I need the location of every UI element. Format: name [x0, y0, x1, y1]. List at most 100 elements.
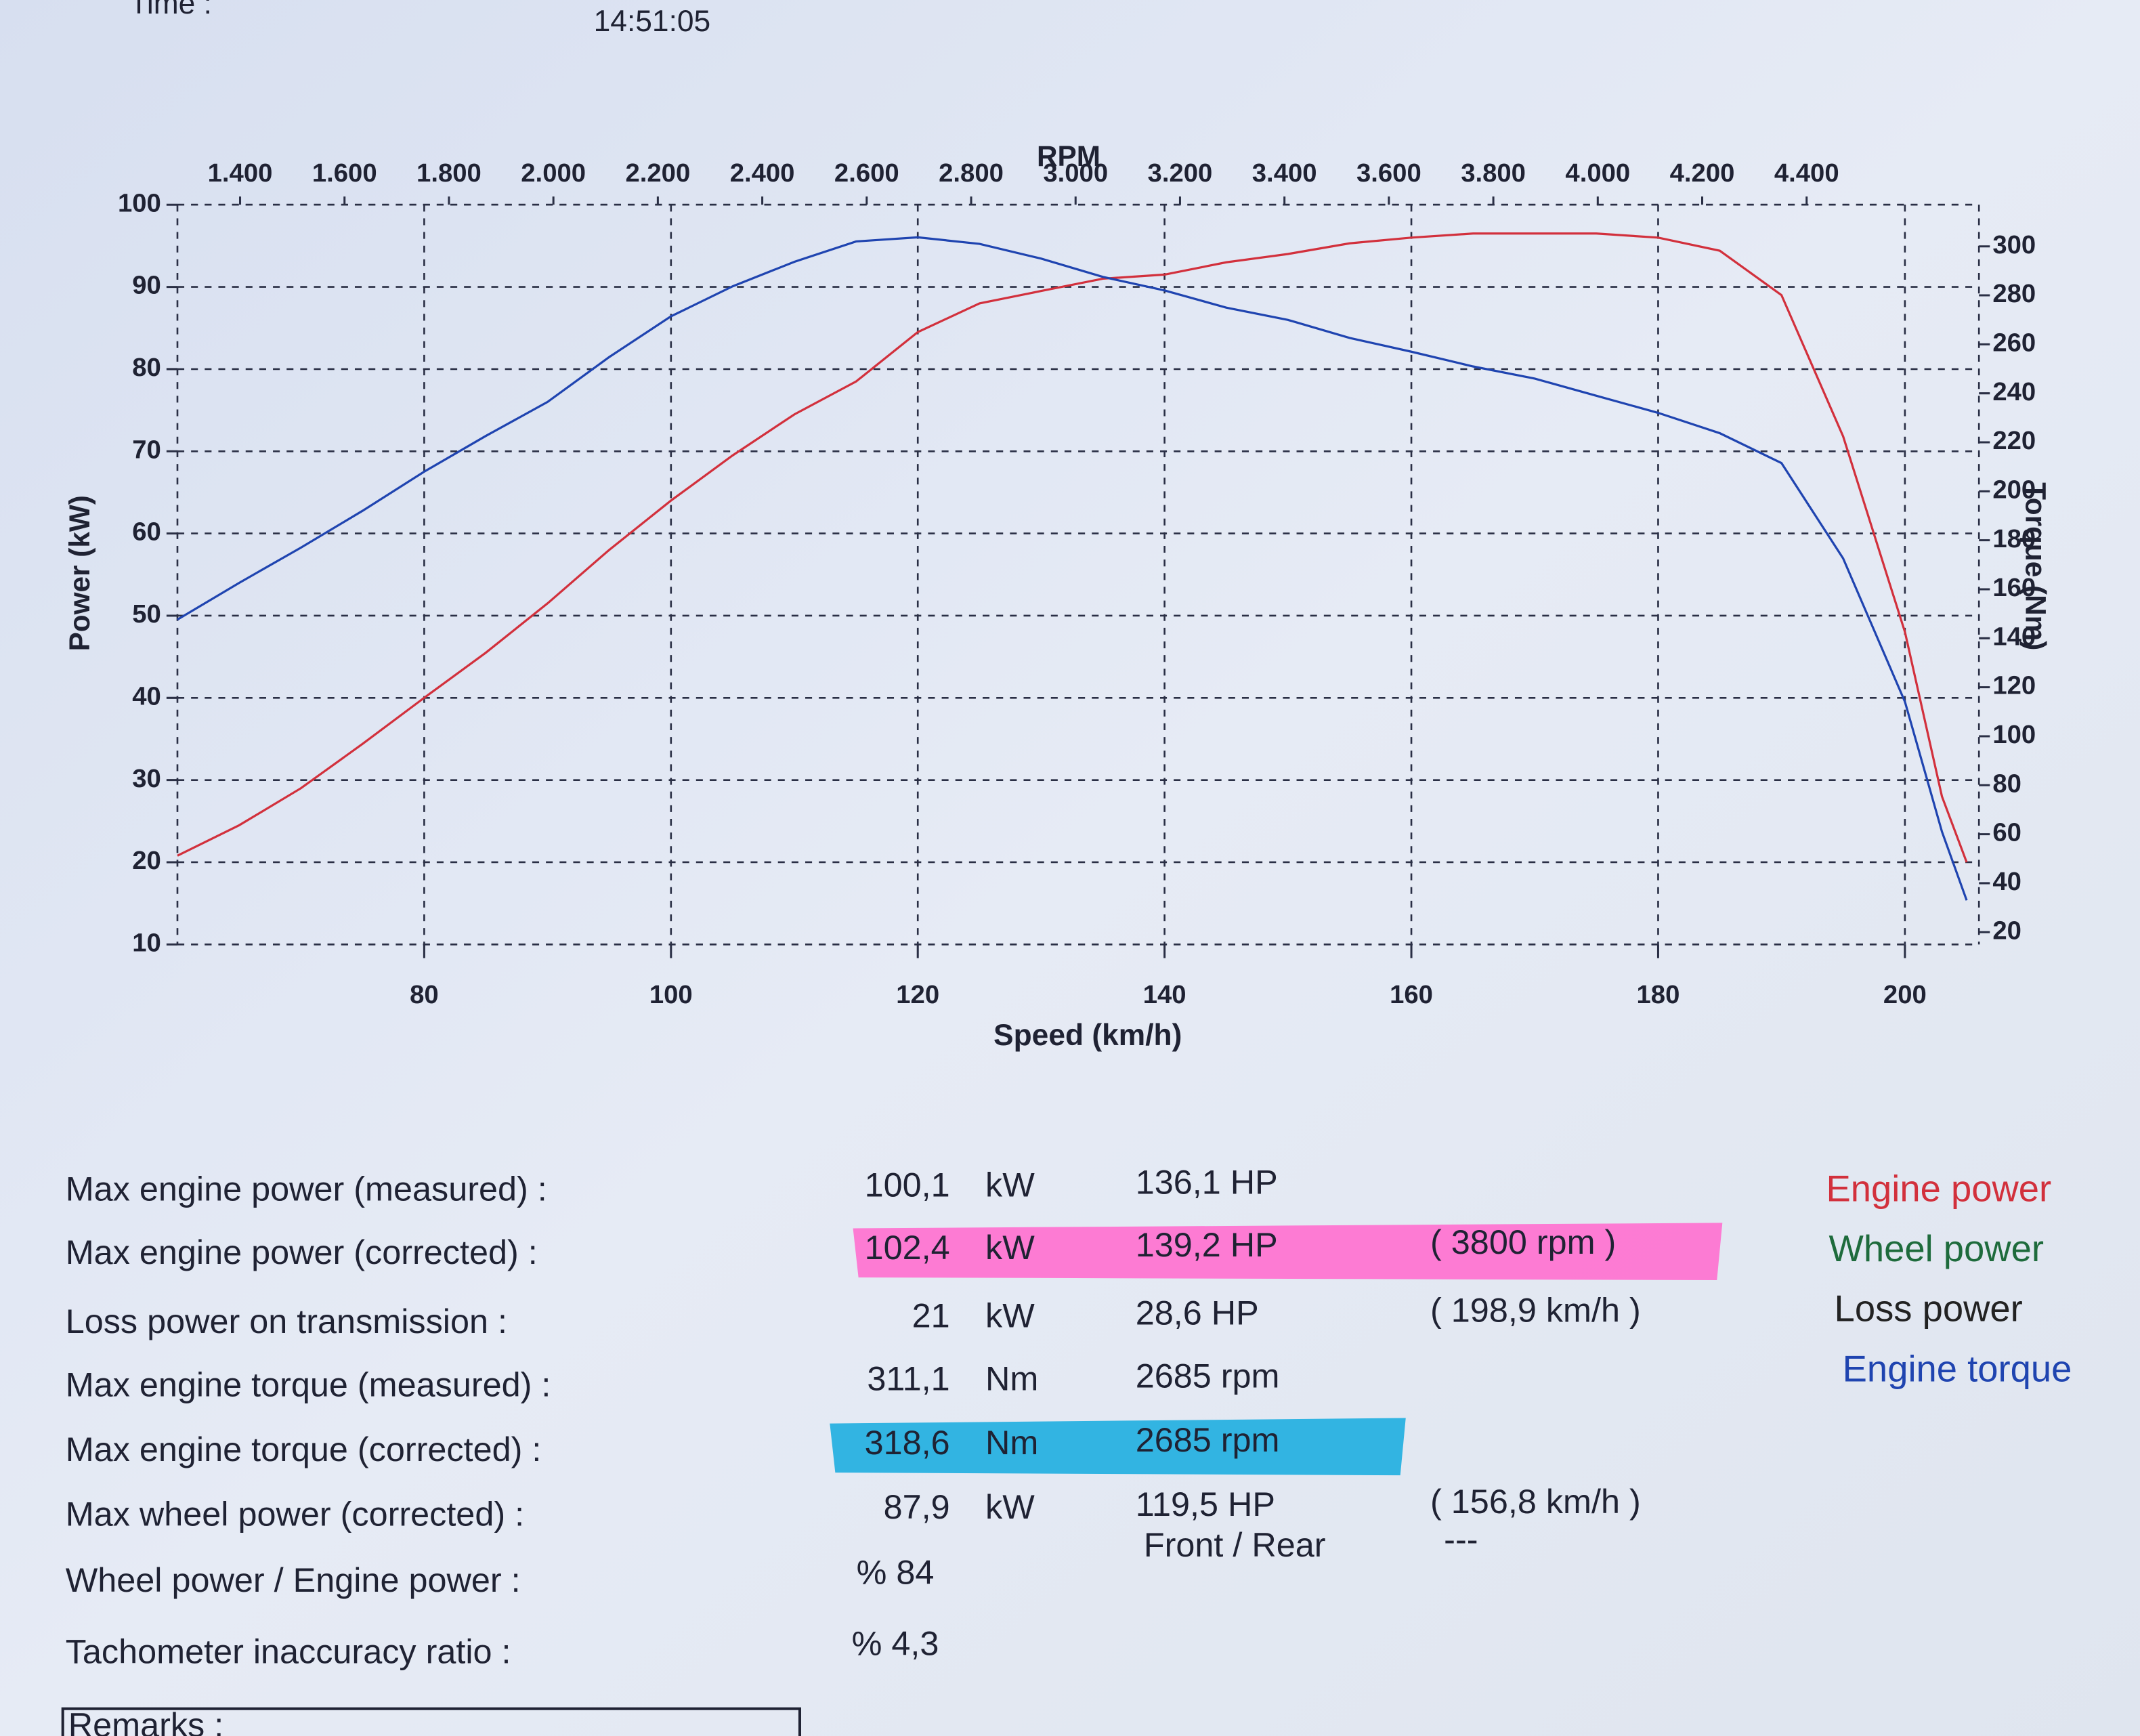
x-tick-label: 180	[1637, 980, 1680, 1009]
row-secondary: 2685 rpm	[1136, 1420, 1280, 1459]
legend-entry: Engine power	[1826, 1168, 2051, 1209]
x2-tick-label: 2.000	[521, 158, 586, 188]
x-tick-label: 120	[896, 980, 939, 1009]
row-secondary: 139,2 HP	[1136, 1225, 1278, 1264]
row-unit: kW	[985, 1165, 1035, 1204]
time-label: Time :	[129, 0, 212, 20]
y-tick-label: 60	[132, 517, 161, 547]
row-unit: Nm	[985, 1359, 1038, 1397]
row-unit: Nm	[985, 1423, 1038, 1462]
highlight	[853, 1223, 1723, 1281]
x-tick-label: 100	[649, 980, 693, 1009]
y-tick-label: 100	[118, 188, 161, 217]
x-tick-label: 160	[1390, 980, 1433, 1009]
row-note: ( 3800 rpm )	[1430, 1223, 1616, 1261]
y-axis-label: Power (kW)	[64, 495, 95, 651]
y2-axis-label: Torque (Nm)	[2020, 482, 2052, 650]
x2-tick-label: 3.600	[1356, 158, 1421, 188]
row-value: 21	[912, 1296, 950, 1335]
remarks-box	[61, 1707, 801, 1736]
y2-tick-label: 180	[1992, 524, 2036, 553]
legend-entry: Engine torque	[1843, 1348, 2072, 1389]
y-tick-label: 10	[132, 928, 161, 957]
y-tick-label: 90	[132, 271, 161, 300]
row-label: Max engine power (corrected) :	[66, 1233, 538, 1271]
x2-tick-label: 4.000	[1565, 158, 1630, 188]
x2-tick-label: 3.000	[1043, 158, 1108, 188]
row-note: ( 198,9 km/h )	[1430, 1291, 1641, 1330]
row-value: 311,1	[867, 1359, 949, 1397]
y2-tick-label: 120	[1992, 671, 2036, 700]
x2-tick-label: 2.200	[625, 158, 690, 188]
row-unit: kW	[985, 1228, 1035, 1267]
row-secondary: 136,1 HP	[1136, 1162, 1278, 1201]
row-secondary: 28,6 HP	[1136, 1294, 1259, 1332]
row-secondary: Front / Rear	[1144, 1525, 1326, 1564]
x2-axis-label: RPM	[1037, 140, 1100, 172]
x2-tick-label: 2.600	[834, 158, 899, 188]
row-label: Max engine power (measured) :	[66, 1170, 547, 1208]
highlight	[830, 1418, 1406, 1476]
row-value: % 84	[857, 1553, 935, 1592]
y2-tick-label: 200	[1992, 475, 2036, 504]
x2-tick-label: 2.800	[939, 158, 1004, 188]
row-label: Loss power on transmission :	[66, 1302, 507, 1340]
row-label: Tachometer inaccuracy ratio :	[66, 1632, 511, 1670]
y-tick-label: 40	[132, 681, 161, 711]
legend-entry: Loss power	[1835, 1288, 2023, 1330]
y-tick-label: 70	[132, 435, 161, 464]
y2-tick-label: 140	[1992, 622, 2036, 651]
x-axis-label: Speed (km/h)	[993, 1019, 1182, 1052]
x2-tick-label: 3.200	[1148, 158, 1213, 188]
x2-tick-label: 1.400	[208, 158, 273, 188]
series-line	[177, 232, 1968, 863]
y-tick-label: 30	[132, 764, 161, 793]
y-tick-label: 80	[132, 353, 161, 382]
x-tick-label: 200	[1883, 980, 1927, 1009]
x-tick-label: 80	[410, 980, 439, 1009]
row-unit: kW	[985, 1296, 1035, 1335]
row-label: Wheel power / Engine power :	[66, 1561, 521, 1599]
remarks-label: Remarks :	[68, 1706, 223, 1736]
y2-tick-label: 60	[1992, 818, 2021, 847]
y2-tick-label: 300	[1992, 230, 2036, 259]
legend-entry: Wheel power	[1829, 1228, 2044, 1269]
y2-tick-label: 80	[1992, 769, 2021, 798]
y2-tick-label: 40	[1992, 867, 2021, 896]
time: 14:51:05	[594, 5, 711, 38]
row-label: Max engine torque (measured) :	[66, 1365, 551, 1403]
x2-tick-label: 1.600	[312, 158, 377, 188]
row-secondary: 2685 rpm	[1136, 1356, 1280, 1395]
y2-tick-label: 260	[1992, 328, 2036, 357]
row-label: Max engine torque (corrected) :	[66, 1430, 542, 1468]
row-value: 102,4	[865, 1228, 950, 1267]
y2-tick-label: 160	[1992, 573, 2036, 602]
x2-tick-label: 2.400	[730, 158, 795, 188]
row-unit: kW	[985, 1487, 1035, 1526]
y-tick-label: 50	[132, 599, 161, 629]
row-value: 87,9	[884, 1487, 950, 1526]
y-tick-label: 20	[132, 846, 161, 875]
y2-tick-label: 220	[1992, 426, 2036, 455]
y2-tick-label: 100	[1992, 720, 2036, 749]
row-value: % 4,3	[852, 1624, 939, 1662]
x2-tick-label: 4.400	[1774, 158, 1839, 188]
x2-tick-label: 1.800	[416, 158, 481, 188]
x2-tick-label: 3.400	[1252, 158, 1317, 188]
y2-tick-label: 280	[1992, 279, 2036, 308]
row-note: ( 156,8 km/h )	[1430, 1482, 1641, 1521]
row-secondary: 119,5 HP	[1136, 1485, 1275, 1523]
x2-tick-label: 3.800	[1461, 158, 1526, 188]
row-note: ---	[1444, 1520, 1478, 1559]
row-label: Max wheel power (corrected) :	[66, 1494, 524, 1533]
x2-tick-label: 4.200	[1670, 158, 1735, 188]
y2-tick-label: 20	[1992, 916, 2021, 945]
row-value: 100,1	[865, 1165, 950, 1204]
row-value: 318,6	[865, 1423, 950, 1462]
series-line	[177, 236, 1968, 901]
x-tick-label: 140	[1143, 980, 1186, 1009]
y2-tick-label: 240	[1992, 377, 2036, 406]
